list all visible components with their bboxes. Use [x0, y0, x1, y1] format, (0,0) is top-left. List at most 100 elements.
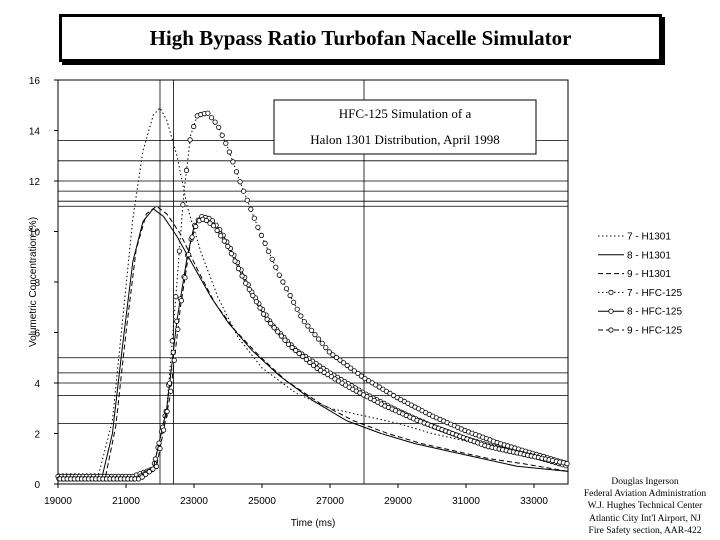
series-marker-4 — [298, 313, 304, 319]
series-marker-4 — [191, 123, 197, 130]
series-marker-6 — [300, 353, 306, 360]
series-marker-4 — [330, 352, 336, 358]
legend-marker-4 — [608, 289, 614, 295]
series-marker-4 — [226, 149, 232, 155]
series-marker-6 — [282, 337, 288, 343]
series-marker-6 — [182, 275, 188, 281]
y-tick-label: 14 — [29, 127, 41, 138]
series-marker-6 — [246, 286, 252, 292]
y-axis-label: Volumetric Concentration (%) — [28, 217, 39, 347]
y-tick-label: 10 — [29, 228, 41, 239]
title-box: High Bypass Ratio Turbofan Nacelle Simul… — [59, 14, 662, 62]
series-marker-4 — [237, 179, 243, 185]
page-title: High Bypass Ratio Turbofan Nacelle Simul… — [149, 25, 572, 50]
y-tick-label: 0 — [34, 480, 40, 491]
series-line-4 — [58, 112, 569, 477]
legend-label-2: 8 - H1301 — [627, 250, 671, 261]
series-marker-6 — [275, 329, 281, 335]
series-marker-4 — [255, 224, 261, 230]
series-marker-6 — [278, 333, 284, 339]
series-marker-6 — [239, 273, 245, 279]
series-marker-4 — [287, 292, 293, 299]
series-marker-4 — [176, 248, 182, 254]
series-marker-4 — [315, 336, 322, 342]
y-tick-label: 8 — [34, 278, 40, 289]
series-marker-4 — [355, 370, 361, 376]
series-marker-6 — [153, 463, 159, 470]
series-marker-6 — [289, 344, 295, 351]
series-marker-6 — [310, 362, 317, 368]
series-marker-6 — [260, 311, 267, 317]
legend-marker-5 — [608, 308, 614, 314]
series-marker-4 — [187, 137, 193, 143]
series-marker-6 — [564, 460, 570, 467]
series-marker-4 — [205, 110, 211, 116]
series-marker-4 — [308, 327, 315, 333]
series-marker-6 — [293, 347, 299, 354]
x-tick-label: 33000 — [520, 496, 548, 507]
credit-line-5: Fire Safety section, AAR-422 — [588, 525, 702, 536]
annotation-box — [273, 99, 537, 155]
series-marker-4 — [344, 362, 350, 369]
credit-line-1: Douglas Ingerson — [611, 477, 679, 487]
series-marker-4 — [337, 357, 343, 363]
series-marker-4 — [244, 197, 250, 203]
series-marker-4 — [230, 159, 236, 165]
series-marker-6 — [225, 243, 231, 249]
series-marker-6 — [193, 223, 199, 230]
series-marker-6 — [296, 350, 302, 357]
series-marker-6 — [189, 234, 195, 240]
series-marker-4 — [262, 240, 268, 246]
series-marker-6 — [303, 356, 309, 363]
series-marker-6 — [207, 220, 213, 226]
series-marker-6 — [271, 325, 277, 331]
series-marker-4 — [173, 294, 179, 300]
credit-line-2: Federal Aviation Administration — [583, 489, 707, 500]
series-marker-6 — [235, 265, 242, 272]
series-marker-6 — [178, 298, 184, 304]
legend-label-5: 8 - HFC-125 — [627, 307, 682, 318]
credit-block: Douglas Ingerson Federal Aviation Admini… — [575, 476, 715, 537]
series-marker-4 — [233, 169, 240, 175]
series-marker-4 — [265, 248, 272, 254]
series-marker-5 — [152, 456, 158, 462]
series-marker-6 — [218, 233, 224, 239]
series-marker-6 — [243, 280, 249, 286]
annotation-line-1: HFC-125 Simulation of a — [339, 106, 472, 121]
series-marker-4 — [251, 215, 257, 221]
series-marker-4 — [294, 306, 300, 312]
series-marker-6 — [186, 252, 192, 258]
series-marker-4 — [248, 206, 254, 212]
credit-line-3: W.J. Hughes Technical Center — [587, 501, 703, 512]
x-tick-label: 27000 — [316, 496, 344, 507]
series-marker-4 — [269, 256, 275, 262]
series-marker-4 — [258, 232, 265, 238]
series-marker-6 — [171, 357, 177, 363]
series-marker-6 — [161, 427, 167, 433]
series-marker-4 — [216, 124, 222, 130]
series-marker-4 — [348, 365, 354, 371]
series-marker-4 — [276, 272, 282, 278]
series-marker-6 — [221, 238, 227, 244]
series-marker-4 — [208, 115, 215, 121]
series-marker-6 — [143, 471, 149, 477]
series-marker-6 — [168, 388, 174, 394]
legend-label-3: 9 - H1301 — [627, 269, 671, 280]
series-marker-4 — [280, 279, 286, 285]
series-marker-4 — [312, 331, 318, 338]
series-marker-4 — [340, 360, 347, 366]
series-marker-4 — [219, 132, 225, 138]
series-marker-6 — [139, 474, 145, 480]
series-marker-6 — [164, 408, 170, 415]
y-tick-label: 12 — [29, 177, 41, 188]
series-marker-4 — [290, 299, 297, 305]
series-marker-4 — [273, 264, 279, 270]
series-marker-4 — [241, 188, 247, 194]
series-marker-6 — [250, 292, 256, 299]
series-marker-6 — [175, 326, 181, 332]
y-tick-label: 4 — [34, 379, 40, 390]
x-tick-label: 25000 — [248, 496, 276, 507]
series-marker-4 — [376, 384, 382, 390]
series-marker-4 — [319, 340, 325, 346]
